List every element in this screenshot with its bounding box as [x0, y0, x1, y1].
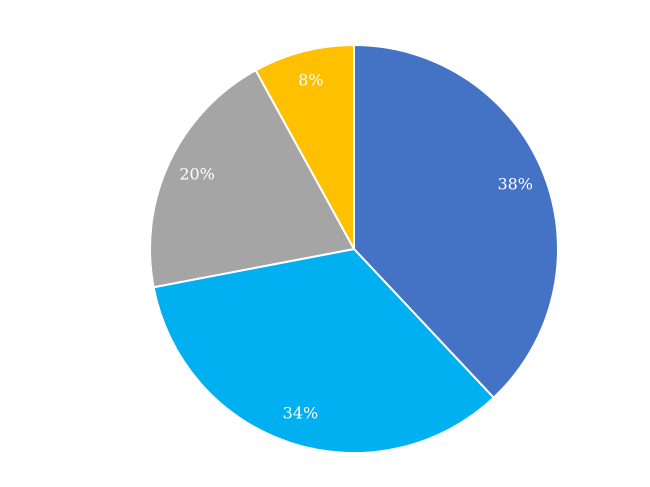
pie-slice [152, 247, 496, 454]
data-label: 8% [298, 71, 323, 90]
data-label: 20% [179, 165, 215, 184]
data-label: 38% [497, 175, 533, 194]
pie-slice [353, 43, 560, 400]
data-label: 34% [283, 403, 319, 422]
pie-slice [254, 43, 355, 250]
pie-slice [149, 68, 356, 289]
